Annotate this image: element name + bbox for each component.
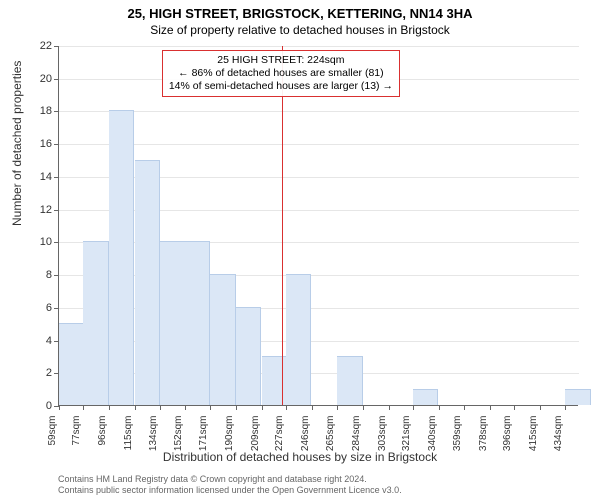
y-tick-label: 6 bbox=[28, 302, 52, 314]
x-tick-mark bbox=[160, 405, 161, 410]
y-tick-label: 14 bbox=[28, 171, 52, 183]
y-tick-label: 20 bbox=[28, 73, 52, 85]
histogram-bar bbox=[210, 274, 235, 405]
x-tick-label: 434sqm bbox=[553, 416, 564, 466]
x-tick-mark bbox=[210, 405, 211, 410]
x-tick-label: 340sqm bbox=[427, 416, 438, 466]
y-tick-mark bbox=[54, 210, 59, 211]
y-tick-mark bbox=[54, 144, 59, 145]
y-tick-label: 16 bbox=[28, 138, 52, 150]
histogram-bar bbox=[236, 307, 261, 405]
x-tick-label: 59sqm bbox=[47, 416, 58, 466]
annotation-box: 25 HIGH STREET: 224sqm← 86% of detached … bbox=[162, 50, 400, 97]
title-sub: Size of property relative to detached ho… bbox=[0, 21, 600, 41]
y-tick-mark bbox=[54, 242, 59, 243]
x-tick-label: 396sqm bbox=[502, 416, 513, 466]
histogram-bar bbox=[565, 389, 590, 405]
y-tick-label: 8 bbox=[28, 269, 52, 281]
x-tick-label: 209sqm bbox=[250, 416, 261, 466]
reference-line bbox=[282, 46, 283, 405]
y-axis-title: Number of detached properties bbox=[10, 61, 24, 226]
footer-line2: Contains public sector information licen… bbox=[58, 485, 402, 496]
y-tick-mark bbox=[54, 111, 59, 112]
annotation-line: 14% of semi-detached houses are larger (… bbox=[169, 80, 393, 93]
x-tick-mark bbox=[236, 405, 237, 410]
y-tick-label: 22 bbox=[28, 40, 52, 52]
x-tick-mark bbox=[514, 405, 515, 410]
y-tick-label: 18 bbox=[28, 105, 52, 117]
x-tick-mark bbox=[83, 405, 84, 410]
x-tick-mark bbox=[389, 405, 390, 410]
x-tick-mark bbox=[312, 405, 313, 410]
plot-area: 25 HIGH STREET: 224sqm← 86% of detached … bbox=[58, 46, 578, 406]
x-tick-mark bbox=[109, 405, 110, 410]
x-tick-mark bbox=[439, 405, 440, 410]
footer-line1: Contains HM Land Registry data © Crown c… bbox=[58, 474, 402, 485]
x-tick-label: 246sqm bbox=[300, 416, 311, 466]
x-tick-label: 77sqm bbox=[71, 416, 82, 466]
x-tick-mark bbox=[413, 405, 414, 410]
x-tick-label: 284sqm bbox=[351, 416, 362, 466]
x-tick-mark bbox=[337, 405, 338, 410]
x-tick-label: 227sqm bbox=[274, 416, 285, 466]
y-tick-label: 2 bbox=[28, 367, 52, 379]
gridline bbox=[59, 144, 579, 145]
x-tick-mark bbox=[490, 405, 491, 410]
x-tick-mark bbox=[363, 405, 364, 410]
y-tick-mark bbox=[54, 79, 59, 80]
x-tick-label: 190sqm bbox=[224, 416, 235, 466]
x-tick-mark bbox=[185, 405, 186, 410]
x-tick-label: 378sqm bbox=[478, 416, 489, 466]
histogram-bar bbox=[135, 160, 160, 405]
chart-area: 25 HIGH STREET: 224sqm← 86% of detached … bbox=[58, 46, 578, 406]
y-tick-label: 12 bbox=[28, 204, 52, 216]
x-tick-label: 303sqm bbox=[377, 416, 388, 466]
x-tick-label: 415sqm bbox=[528, 416, 539, 466]
histogram-bar bbox=[286, 274, 311, 405]
annotation-line: ← 86% of detached houses are smaller (81… bbox=[169, 67, 393, 80]
title-main: 25, HIGH STREET, BRIGSTOCK, KETTERING, N… bbox=[0, 0, 600, 21]
gridline bbox=[59, 111, 579, 112]
y-tick-label: 0 bbox=[28, 400, 52, 412]
y-tick-mark bbox=[54, 177, 59, 178]
histogram-bar bbox=[109, 110, 134, 405]
x-tick-label: 321sqm bbox=[401, 416, 412, 466]
x-tick-mark bbox=[286, 405, 287, 410]
x-tick-label: 171sqm bbox=[198, 416, 209, 466]
x-tick-label: 359sqm bbox=[452, 416, 463, 466]
x-tick-mark bbox=[540, 405, 541, 410]
histogram-bar bbox=[337, 356, 362, 405]
y-tick-mark bbox=[54, 308, 59, 309]
y-tick-label: 4 bbox=[28, 335, 52, 347]
x-tick-mark bbox=[565, 405, 566, 410]
histogram-bar bbox=[413, 389, 438, 405]
x-tick-label: 134sqm bbox=[148, 416, 159, 466]
footer-attribution: Contains HM Land Registry data © Crown c… bbox=[58, 474, 402, 496]
gridline bbox=[59, 46, 579, 47]
histogram-bar bbox=[185, 241, 210, 405]
x-tick-mark bbox=[135, 405, 136, 410]
x-tick-mark bbox=[464, 405, 465, 410]
y-tick-mark bbox=[54, 46, 59, 47]
y-tick-mark bbox=[54, 275, 59, 276]
x-tick-label: 265sqm bbox=[325, 416, 336, 466]
histogram-bar bbox=[59, 323, 84, 405]
annotation-line: 25 HIGH STREET: 224sqm bbox=[169, 54, 393, 67]
y-tick-label: 10 bbox=[28, 236, 52, 248]
histogram-bar bbox=[160, 241, 185, 405]
x-tick-label: 115sqm bbox=[123, 416, 134, 466]
histogram-bar bbox=[83, 241, 108, 405]
histogram-bar bbox=[262, 356, 287, 405]
x-tick-label: 152sqm bbox=[173, 416, 184, 466]
x-tick-mark bbox=[262, 405, 263, 410]
x-tick-label: 96sqm bbox=[97, 416, 108, 466]
x-tick-mark bbox=[59, 405, 60, 410]
